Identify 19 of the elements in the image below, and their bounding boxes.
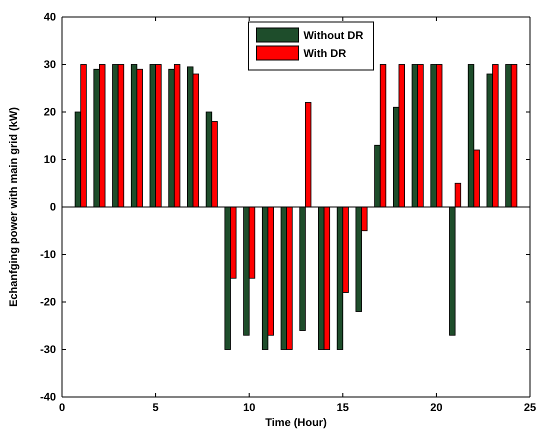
y-tick-label: 10	[44, 154, 56, 166]
legend-label: Without DR	[304, 30, 364, 42]
x-tick-label: 20	[430, 402, 443, 414]
x-tick-label: 10	[243, 402, 256, 414]
x-tick-label: 5	[152, 402, 159, 414]
x-tick-label: 25	[524, 402, 536, 414]
y-tick-label: -40	[40, 392, 56, 404]
x-tick-label: 15	[336, 402, 349, 414]
x-tick-label: 0	[58, 402, 66, 414]
legend-label: With DR	[304, 48, 346, 60]
y-axis-title: Echanfging power with main grid (kW)	[8, 106, 20, 307]
y-tick-label: -30	[40, 344, 56, 356]
y-tick-label: -10	[40, 249, 56, 262]
y-tick-label: 20	[44, 106, 56, 119]
x-axis-title: Time (Hour)	[265, 417, 328, 429]
y-tick-label: 30	[44, 59, 56, 72]
y-tick-label: 0	[50, 202, 56, 214]
y-tick-label: 40	[44, 12, 56, 24]
y-tick-label: -20	[40, 296, 56, 309]
